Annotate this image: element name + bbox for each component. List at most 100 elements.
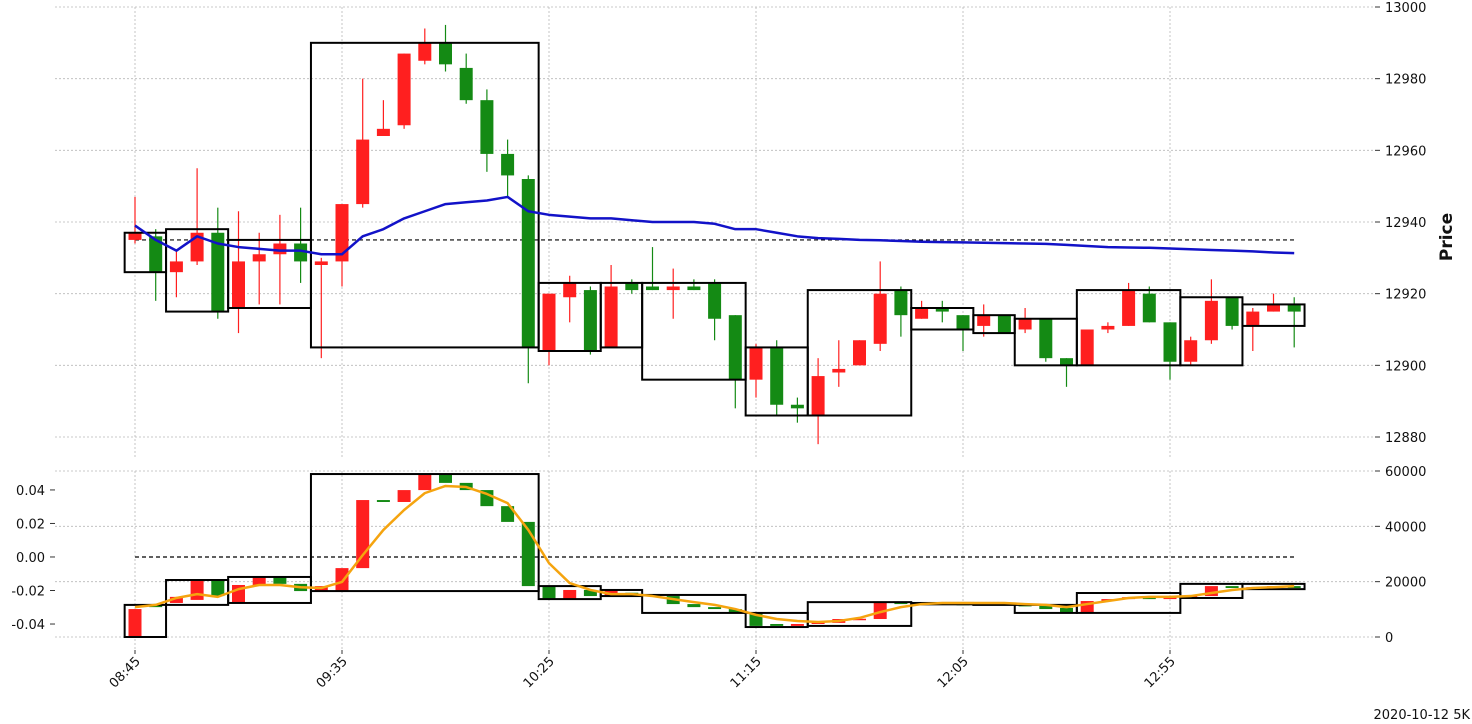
candle-body (169, 261, 183, 273)
candle-body (542, 586, 556, 600)
candle-body (1080, 329, 1094, 366)
candle-body (1246, 311, 1260, 326)
candle-body (418, 474, 432, 491)
range-box (1241, 303, 1306, 327)
candle-body (501, 506, 515, 522)
candle-body (790, 404, 804, 409)
y2-tick-label: 0 (1385, 631, 1393, 646)
range-box (1075, 592, 1182, 614)
x-tick-label: 12:05 (935, 654, 972, 691)
candle-body (211, 580, 225, 597)
candle-body (749, 347, 763, 380)
y-tick-label: 12960 (1385, 144, 1426, 159)
candle-body (397, 53, 411, 126)
range-box (309, 473, 540, 593)
candle-body (708, 282, 722, 319)
candle-body (169, 596, 183, 603)
candle-body (480, 100, 494, 154)
range-box (1241, 582, 1306, 591)
candle-body (935, 308, 949, 312)
candle-body (211, 232, 225, 312)
candle-body (666, 286, 680, 291)
candle-body (190, 580, 204, 600)
x-tick-label: 12:55 (1142, 654, 1179, 691)
candle-body (1039, 605, 1053, 610)
x-tick-label: 09:35 (314, 654, 351, 691)
candle-body (728, 609, 742, 613)
candle-body (832, 368, 846, 373)
y2-tick-label: 40000 (1385, 520, 1426, 535)
candle-body (997, 315, 1011, 334)
candle-body (563, 282, 577, 298)
candle-body (873, 293, 887, 344)
candle-body (439, 474, 452, 483)
y-tick-label: 0.02 (16, 517, 45, 532)
candle-body (376, 500, 390, 502)
candle-body (1060, 358, 1073, 366)
candle-body (542, 293, 556, 351)
y-tick-label: 12900 (1385, 359, 1426, 374)
range-box (806, 289, 913, 417)
candle-body (1225, 586, 1239, 589)
candle-body (894, 290, 908, 316)
y-tick-label: 0.04 (16, 484, 45, 499)
y2-tick-label: 20000 (1385, 576, 1426, 591)
line-series (134, 484, 1295, 624)
candle-body (273, 243, 287, 255)
candle-body (128, 609, 142, 637)
candle-body (252, 254, 266, 262)
y-tick-label: 0.00 (16, 551, 45, 566)
candle-body (1267, 304, 1280, 312)
range-box (1179, 582, 1244, 599)
candle-body (356, 139, 370, 205)
candle-body (1101, 325, 1115, 330)
range-box (641, 593, 747, 614)
candle-body (314, 261, 328, 265)
candle-body (956, 315, 970, 330)
candle-body (1225, 297, 1239, 326)
line-series (134, 195, 1295, 256)
candle-body (459, 67, 473, 101)
candle-body (853, 340, 866, 366)
candle-body (232, 261, 245, 308)
candle-body (1204, 300, 1218, 341)
candle-body (1122, 290, 1136, 326)
y-tick-label: 12980 (1385, 73, 1426, 88)
candle-body (563, 589, 577, 600)
y2-tick-label: 60000 (1385, 465, 1426, 480)
range-box (309, 41, 540, 349)
candle-body (397, 490, 411, 502)
candle-body (770, 623, 784, 626)
candle-body (1039, 318, 1053, 359)
candle-body (646, 286, 659, 291)
candle-body (521, 521, 535, 587)
x-tick-label: 10:25 (521, 654, 558, 691)
candle-body (770, 347, 784, 405)
candle-body (687, 604, 701, 608)
candle-body (853, 618, 866, 621)
candle-body (1080, 601, 1094, 613)
range-box (1179, 296, 1244, 367)
candle-body (1287, 304, 1301, 312)
candle-body (335, 568, 349, 592)
candle-body (915, 308, 929, 319)
candle-body (335, 204, 349, 262)
candle-body (1060, 607, 1073, 613)
candle-body (1204, 586, 1218, 597)
candle-body (501, 153, 515, 176)
candle-body (790, 623, 804, 626)
candle-body (1184, 340, 1198, 362)
candle-body (708, 607, 722, 610)
candle-body (149, 236, 163, 273)
candle-body (625, 282, 639, 291)
candle-body (1018, 318, 1032, 330)
x-tick-label: 11:15 (728, 654, 765, 691)
candle-body (687, 286, 701, 291)
candle-body (356, 500, 370, 569)
candle-body (294, 243, 308, 262)
candle-body (604, 286, 618, 348)
range-box (641, 281, 747, 381)
y-axis-label: Price (1437, 213, 1457, 261)
y-tick-label: 12880 (1385, 431, 1426, 446)
y-tick-label: 12940 (1385, 216, 1426, 231)
